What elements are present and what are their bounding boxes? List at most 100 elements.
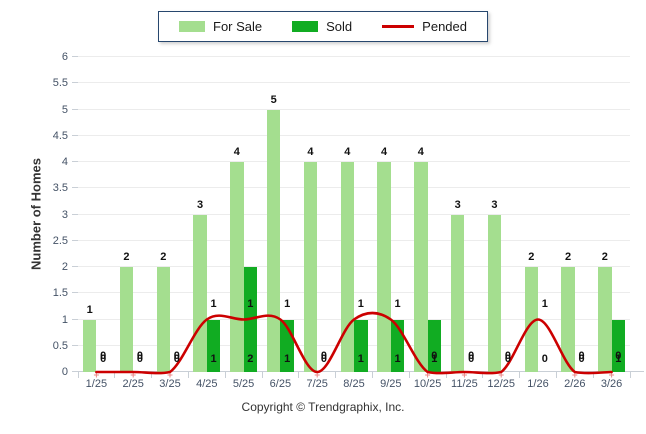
y-axis-tick [72, 134, 78, 136]
x-axis-tick [408, 372, 410, 378]
pended-zero-marker [461, 372, 467, 378]
x-tick-label: 7/25 [306, 378, 328, 390]
pended-zero-marker [498, 372, 504, 378]
y-axis-tick [72, 344, 78, 346]
pended-line [95, 311, 613, 375]
y-axis-tick [72, 266, 78, 267]
y-axis-tick [72, 161, 78, 162]
x-tick-label: 9/25 [380, 378, 402, 390]
bar-sold [427, 319, 442, 372]
x-axis-tick [482, 372, 484, 378]
bar-for-sale [119, 267, 134, 372]
y-tick-label: 3.5 [52, 182, 68, 195]
bar-sold [611, 319, 626, 372]
bar-label-sold: 1 [210, 353, 217, 365]
bar-for-sale [82, 319, 97, 372]
bar-label-for-sale: 4 [417, 146, 424, 158]
bar-label-sold: 0 [320, 353, 327, 365]
y-tick-label: 6 [61, 51, 68, 63]
legend-swatch-icon [179, 21, 205, 32]
gridline [78, 292, 630, 294]
x-axis-tick [555, 372, 557, 378]
bar-label-for-sale: 5 [270, 93, 277, 106]
line-label-pended: 0 [136, 350, 143, 362]
legend-line-icon [382, 25, 415, 28]
bar-label-for-sale: 4 [233, 146, 240, 158]
x-tick-label: 4/25 [196, 378, 218, 390]
bar-for-sale [450, 214, 465, 372]
y-tick-label: 2.5 [52, 234, 68, 247]
bar-for-sale [487, 214, 502, 372]
bar-for-sale [156, 267, 170, 372]
x-axis-tick [592, 372, 594, 378]
line-label-pended: 1 [541, 297, 548, 310]
y-axis-tick [72, 187, 78, 189]
line-label-pended: 0 [320, 350, 327, 362]
gridline [78, 108, 630, 110]
x-axis-tick [77, 372, 79, 378]
bar-label-for-sale: 3 [454, 198, 461, 211]
bar-label-sold: 0 [468, 353, 475, 365]
gridline [78, 134, 630, 136]
bar-label-for-sale: 2 [123, 251, 130, 263]
line-label-pended: 1 [284, 297, 291, 310]
bar-label-sold: 0 [504, 353, 511, 365]
x-tick-label: 3/26 [600, 378, 623, 390]
x-tick-label: 5/25 [232, 378, 255, 390]
x-axis-tick [224, 372, 226, 378]
bar-sold [354, 319, 368, 372]
bar-label-sold: 2 [247, 353, 254, 365]
bar-label-for-sale: 3 [491, 198, 498, 211]
bar-label-sold: 0 [136, 353, 143, 365]
legend-label: For Sale [213, 19, 263, 34]
x-tick-label: 11/25 [451, 378, 478, 390]
x-tick-label: 3/25 [159, 378, 181, 390]
bar-label-sold: 0 [541, 353, 548, 365]
line-label-pended: 0 [468, 350, 475, 362]
bar-label-for-sale: 3 [196, 198, 204, 211]
line-label-pended: 1 [357, 297, 364, 310]
y-tick-label: 5 [61, 103, 68, 116]
copyright-text: Copyright © Trendgraphix, Inc. [241, 400, 405, 414]
x-tick-label: 1/26 [527, 378, 549, 390]
y-axis-tick [72, 213, 78, 215]
pended-zero-marker [130, 372, 136, 378]
chart-legend: For Sale Sold Pended [158, 11, 488, 42]
y-tick-label: 1.5 [52, 287, 68, 300]
x-axis-tick [445, 372, 447, 378]
bar-label-for-sale: 2 [528, 251, 535, 263]
legend-item-for-sale: For Sale [179, 19, 262, 34]
y-tick-label: 4.5 [52, 129, 68, 142]
y-tick-label: 3 [61, 208, 68, 221]
x-tick-label: 2/25 [122, 378, 144, 390]
pended-zero-marker [167, 372, 173, 378]
gridline [78, 239, 630, 241]
x-axis-tick [371, 372, 373, 378]
x-axis-tick [114, 372, 116, 378]
x-tick-label: 12/25 [487, 378, 515, 390]
y-tick-label: 0 [61, 366, 68, 378]
bar-label-for-sale: 2 [601, 251, 608, 263]
x-axis-tick [261, 372, 263, 378]
bar-label-sold: 1 [284, 353, 291, 365]
bar-label-for-sale: 2 [564, 251, 572, 263]
y-tick-label: 2 [61, 261, 68, 273]
bar-label-for-sale: 4 [307, 146, 314, 158]
gridline [78, 161, 630, 162]
pended-line-layer [93, 311, 615, 378]
legend-item-sold: Sold [292, 19, 352, 34]
line-label-pended: 1 [247, 297, 254, 310]
y-axis-tick [72, 82, 78, 84]
pended-zero-marker [93, 372, 99, 378]
pended-zero-marker [572, 372, 578, 378]
line-label-pended: 1 [210, 297, 217, 310]
x-tick-label: 1/25 [85, 378, 108, 390]
line-label-pended: 0 [578, 350, 585, 362]
bar-label-sold: 1 [357, 353, 364, 365]
y-tick-label: 4 [61, 156, 68, 168]
gridline [78, 213, 630, 215]
bar-for-sale [377, 162, 391, 372]
plot-area: 0 0.5 1 1.5 2 2.5 3 3.5 4 4.5 5 5.5 6 1 0 0 1/25 2 0 0 2/25 2… [53, 51, 644, 390]
y-tick-label: 0.5 [52, 339, 68, 352]
